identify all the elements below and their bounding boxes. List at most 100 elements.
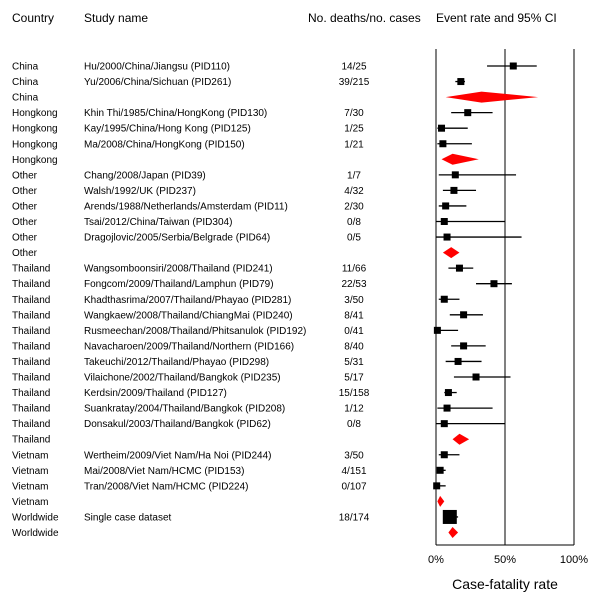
- estimate-marker: [490, 280, 498, 288]
- country-label: Thailand: [12, 279, 50, 290]
- deaths-cases-value: 11/66: [342, 264, 367, 275]
- estimate-marker: [440, 218, 448, 225]
- deaths-cases-value: 1/25: [344, 124, 364, 135]
- estimate-marker: [442, 202, 450, 210]
- header-study-name: Study name: [84, 11, 148, 25]
- x-tick-label: 0%: [428, 554, 444, 566]
- study-name: Mai/2008/Viet Nam/HCMC (PID153): [84, 466, 244, 477]
- study-name: Khadthasrima/2007/Thailand/Phayao (PID28…: [84, 295, 291, 306]
- deaths-cases-value: 1/12: [344, 404, 364, 415]
- deaths-cases-value: 0/41: [344, 326, 364, 337]
- estimate-marker: [455, 264, 463, 272]
- deaths-cases-value: 8/40: [344, 341, 364, 352]
- country-label: Thailand: [12, 435, 50, 446]
- estimate-marker: [457, 78, 465, 86]
- country-label: Worldwide: [12, 512, 59, 523]
- study-name: Single case dataset: [84, 512, 172, 523]
- summary-diamond: [448, 527, 459, 538]
- country-label: China: [12, 62, 39, 73]
- country-label: Worldwide: [12, 528, 59, 539]
- country-label: Thailand: [12, 310, 50, 321]
- column-headers: Country Study name No. deaths/no. cases …: [12, 11, 557, 25]
- deaths-cases-value: 14/25: [341, 62, 366, 73]
- country-label: Thailand: [12, 419, 50, 430]
- country-label: Vietnam: [12, 497, 49, 508]
- country-label: Thailand: [12, 388, 50, 399]
- study-name: Dragojlovic/2005/Serbia/Belgrade (PID64): [84, 233, 270, 244]
- country-label: Thailand: [12, 264, 50, 275]
- estimate-marker: [443, 404, 451, 412]
- study-name: Walsh/1992/UK (PID237): [84, 186, 196, 197]
- deaths-cases-value: 18/174: [339, 512, 370, 523]
- country-label: China: [12, 77, 39, 88]
- estimate-marker: [433, 326, 441, 334]
- estimate-marker: [440, 451, 448, 459]
- deaths-cases-value: 7/30: [344, 108, 364, 119]
- deaths-cases-value: 4/151: [341, 466, 366, 477]
- country-label: Vietnam: [12, 450, 49, 461]
- header-deaths-cases: No. deaths/no. cases: [308, 11, 421, 25]
- estimate-marker: [433, 482, 441, 490]
- study-name: Suankratay/2004/Thailand/Bangkok (PID208…: [84, 404, 285, 415]
- deaths-cases-value: 3/50: [344, 295, 364, 306]
- country-label: Vietnam: [12, 466, 49, 477]
- header-event-rate-ci: Event rate and 95% CI: [436, 11, 557, 25]
- country-label: China: [12, 93, 39, 104]
- x-tick-label: 100%: [560, 554, 588, 566]
- study-name: Kerdsin/2009/Thailand (PID127): [84, 388, 227, 399]
- deaths-cases-value: 0/107: [341, 481, 366, 492]
- plot-area: [433, 49, 575, 545]
- study-name: Chang/2008/Japan (PID39): [84, 170, 206, 181]
- country-label: Hongkong: [12, 124, 58, 135]
- country-label: Thailand: [12, 341, 50, 352]
- country-label: Thailand: [12, 357, 50, 368]
- x-axis-title: Case-fatality rate: [452, 576, 558, 592]
- estimate-marker: [442, 509, 457, 524]
- study-rows: China Hu/2000/China/Jiangsu (PID110) 14/25…: [12, 62, 370, 540]
- deaths-cases-value: 1/21: [344, 139, 364, 150]
- country-label: Other: [12, 248, 38, 259]
- study-name: Fongcom/2009/Thailand/Lamphun (PID79): [84, 279, 274, 290]
- deaths-cases-value: 0/8: [347, 419, 361, 430]
- summary-diamond: [445, 91, 539, 103]
- study-name: Donsakul/2003/Thailand/Bangkok (PID62): [84, 419, 271, 430]
- study-name: Takeuchi/2012/Thailand/Phayao (PID298): [84, 357, 269, 368]
- deaths-cases-value: 2/30: [344, 201, 364, 212]
- estimate-marker: [439, 140, 447, 148]
- study-name: Wangsomboonsiri/2008/Thailand (PID241): [84, 264, 273, 275]
- deaths-cases-value: 22/53: [341, 279, 366, 290]
- study-name: Tran/2008/Viet Nam/HCMC (PID224): [84, 481, 249, 492]
- country-label: Thailand: [12, 326, 50, 337]
- country-label: Hongkong: [12, 139, 58, 150]
- country-label: Thailand: [12, 404, 50, 415]
- estimate-marker: [436, 466, 444, 474]
- summary-diamond: [452, 433, 470, 445]
- study-name: Yu/2006/China/Sichuan (PID261): [84, 77, 231, 88]
- study-name: Wangkaew/2008/Thailand/ChiangMai (PID240…: [84, 310, 293, 321]
- study-name: Khin Thi/1985/China/HongKong (PID130): [84, 108, 267, 119]
- deaths-cases-value: 39/215: [339, 77, 370, 88]
- estimate-marker: [440, 295, 448, 303]
- header-country: Country: [12, 11, 54, 25]
- study-name: Wertheim/2009/Viet Nam/Ha Noi (PID244): [84, 450, 272, 461]
- deaths-cases-value: 8/41: [344, 310, 364, 321]
- summary-diamond: [441, 153, 479, 165]
- country-label: Hongkong: [12, 108, 58, 119]
- deaths-cases-value: 0/5: [347, 233, 361, 244]
- study-name: Hu/2000/China/Jiangsu (PID110): [84, 62, 230, 73]
- study-name: Tsai/2012/China/Taiwan (PID304): [84, 217, 232, 228]
- estimate-marker: [472, 373, 480, 381]
- estimate-marker: [444, 389, 452, 397]
- x-axis: 0% 50% 100%: [428, 544, 588, 566]
- estimate-marker: [454, 357, 462, 365]
- country-label: Other: [12, 186, 38, 197]
- estimate-marker: [438, 124, 446, 132]
- deaths-cases-value: 1/7: [347, 170, 361, 181]
- deaths-cases-value: 3/50: [344, 450, 364, 461]
- estimate-marker: [509, 62, 517, 70]
- country-label: Other: [12, 233, 38, 244]
- country-label: Thailand: [12, 373, 50, 384]
- deaths-cases-value: 15/158: [339, 388, 370, 399]
- study-name: Navacharoen/2009/Thailand/Northern (PID1…: [84, 341, 294, 352]
